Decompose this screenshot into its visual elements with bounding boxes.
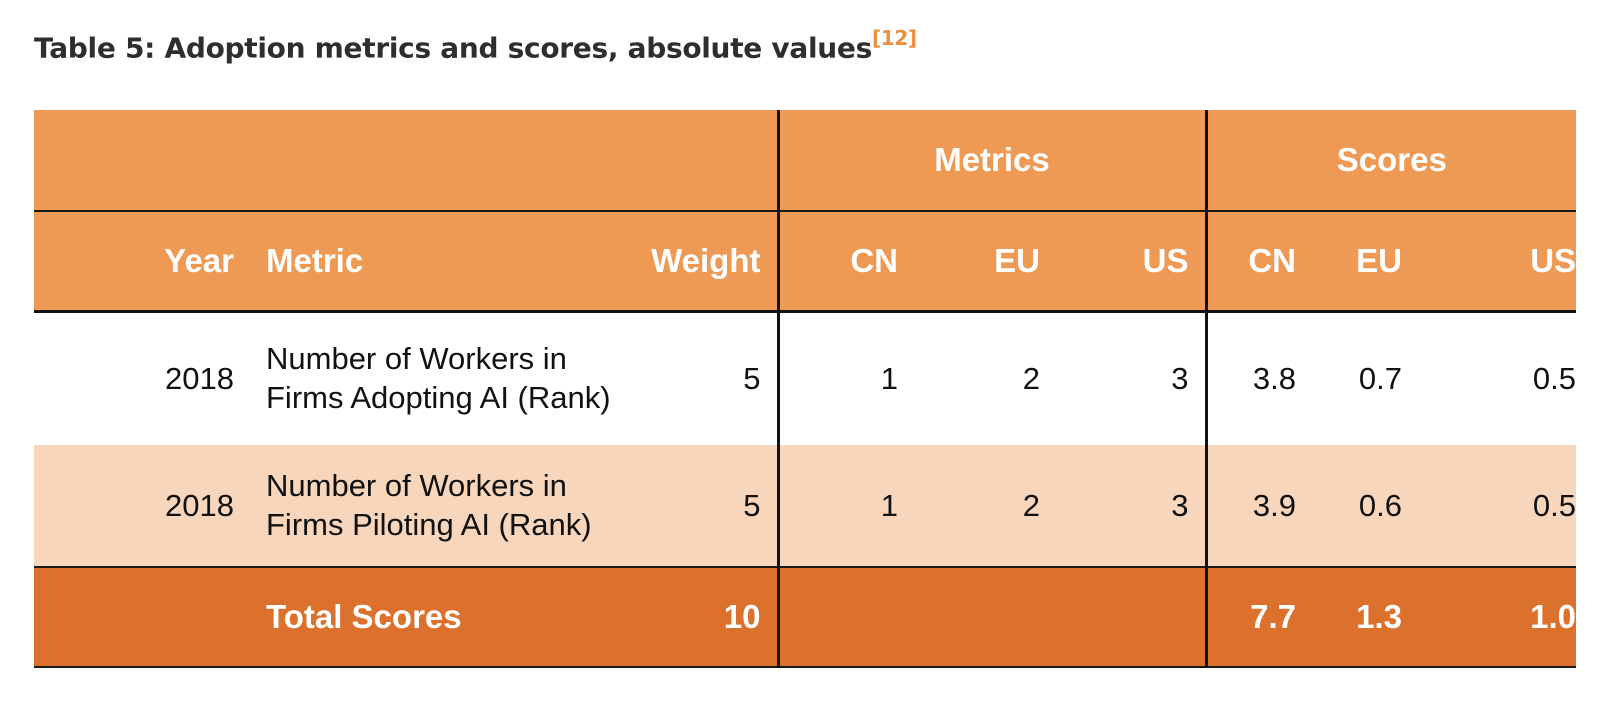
cell-metrics-eu: 2 bbox=[918, 445, 1060, 568]
cell-metrics-cn: 1 bbox=[778, 311, 918, 445]
column-header-scores-eu: EU bbox=[1316, 211, 1423, 313]
column-header-year: Year bbox=[34, 211, 266, 313]
column-header-metrics-us: US bbox=[1060, 211, 1208, 313]
reference-link[interactable]: [12] bbox=[871, 26, 917, 50]
cell-scores-us: 0.5 bbox=[1422, 311, 1577, 445]
column-header-scores-us: US bbox=[1422, 211, 1577, 313]
total-empty-year bbox=[34, 567, 266, 668]
total-weight: 10 bbox=[626, 567, 780, 668]
total-label: Total Scores bbox=[266, 567, 626, 668]
cell-metric: Number of Workers in Firms Piloting AI (R… bbox=[266, 445, 626, 568]
column-header-metrics-eu: EU bbox=[918, 211, 1060, 313]
group-header-row: Metrics Scores bbox=[34, 110, 1577, 212]
cell-metric-line1: Number of Workers in bbox=[266, 341, 567, 377]
column-header-row: Year Metric Weight CN EU US CN EU US bbox=[34, 211, 1577, 313]
cell-metric: Number of Workers in Firms Adopting AI (R… bbox=[266, 311, 626, 445]
cell-metrics-us: 3 bbox=[1060, 445, 1208, 568]
total-row: Total Scores 10 7.7 1.3 1.0 bbox=[34, 567, 1577, 668]
cell-metrics-cn: 1 bbox=[778, 445, 918, 568]
group-header-empty bbox=[34, 110, 780, 212]
total-scores-eu: 1.3 bbox=[1316, 567, 1423, 668]
adoption-metrics-table: Metrics Scores Year Metric Weight CN EU … bbox=[34, 110, 1577, 668]
cell-weight: 5 bbox=[626, 445, 780, 568]
column-header-metrics-cn: CN bbox=[778, 211, 918, 313]
caption-text: Table 5: Adoption metrics and scores, ab… bbox=[34, 31, 872, 65]
cell-scores-us: 0.5 bbox=[1422, 445, 1577, 568]
table-caption: Table 5: Adoption metrics and scores, ab… bbox=[34, 26, 917, 65]
cell-weight: 5 bbox=[626, 311, 780, 445]
cell-metric-line2: Firms Adopting AI (Rank) bbox=[266, 380, 611, 415]
column-header-metric: Metric bbox=[266, 211, 626, 313]
total-scores-us: 1.0 bbox=[1422, 567, 1577, 668]
cell-year: 2018 bbox=[34, 445, 266, 568]
total-scores-cn: 7.7 bbox=[1206, 567, 1317, 668]
total-metrics-empty bbox=[778, 567, 1208, 668]
cell-scores-eu: 0.6 bbox=[1316, 445, 1423, 568]
cell-scores-eu: 0.7 bbox=[1316, 311, 1423, 445]
cell-year: 2018 bbox=[34, 311, 266, 445]
cell-scores-cn: 3.8 bbox=[1206, 311, 1317, 445]
cell-metrics-us: 3 bbox=[1060, 311, 1208, 445]
group-header-scores: Scores bbox=[1206, 110, 1577, 212]
cell-metric-line2: Firms Piloting AI (Rank) bbox=[266, 506, 592, 542]
cell-metric-line1: Number of Workers in bbox=[266, 467, 567, 503]
table-row: 2018 Number of Workers in Firms Adopting … bbox=[34, 311, 1577, 445]
column-header-weight: Weight bbox=[626, 211, 780, 313]
column-header-scores-cn: CN bbox=[1206, 211, 1317, 313]
cell-metrics-eu: 2 bbox=[918, 311, 1060, 445]
group-header-metrics: Metrics bbox=[778, 110, 1208, 212]
table-row: 2018 Number of Workers in Firms Piloting … bbox=[34, 445, 1577, 568]
cell-scores-cn: 3.9 bbox=[1206, 445, 1317, 568]
